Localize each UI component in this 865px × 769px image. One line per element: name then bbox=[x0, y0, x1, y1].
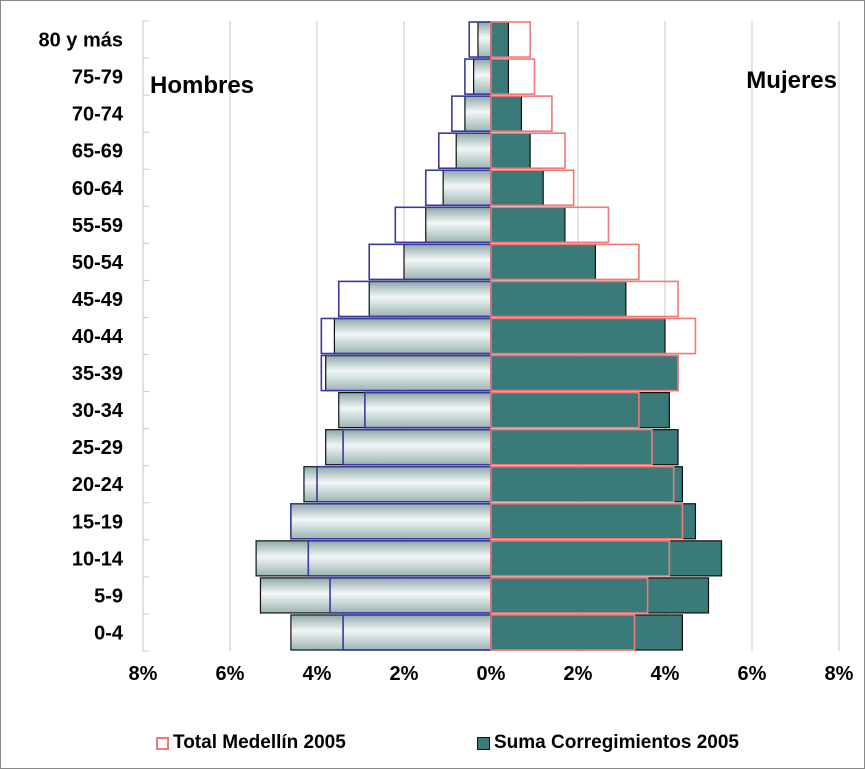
bar-suma-men bbox=[259, 577, 492, 614]
bar-suma-women bbox=[490, 317, 666, 355]
bar-suma-men bbox=[455, 132, 492, 169]
x-tick-label: 8% bbox=[129, 663, 158, 685]
bar-total-women bbox=[490, 280, 679, 318]
bar-total-women bbox=[490, 169, 575, 207]
y-tick-label: 20-24 bbox=[72, 474, 124, 496]
bar-suma-women bbox=[490, 21, 509, 58]
bar-suma-men bbox=[477, 21, 492, 58]
bar-total-women bbox=[490, 540, 671, 577]
x-tick-label: 4% bbox=[303, 663, 332, 685]
y-axis-labels: 0-4 5-9 10-14 15-19 20-24 25-29 30-34 35-39 40-4… bbox=[38, 30, 123, 645]
y-tick-label: 65-69 bbox=[72, 141, 123, 163]
bar-suma-women bbox=[490, 280, 627, 318]
bar-total-women bbox=[490, 21, 531, 58]
bar-suma-men bbox=[464, 95, 492, 132]
bar-suma-men bbox=[425, 206, 492, 243]
bar-suma-men bbox=[338, 391, 492, 429]
bar-total-women bbox=[490, 502, 684, 540]
bar-total-women bbox=[490, 465, 675, 503]
y-tick-label: 5-9 bbox=[94, 585, 123, 607]
bar-suma-women bbox=[490, 95, 523, 132]
bar-suma-women bbox=[490, 540, 723, 577]
bar-suma-women bbox=[490, 354, 679, 392]
y-tick-label: 55-59 bbox=[72, 215, 123, 237]
legend: Total Medellín 2005 Suma Corregimientos … bbox=[1, 732, 865, 766]
x-tick-label: 2% bbox=[564, 663, 593, 685]
y-tick-label: 30-34 bbox=[72, 400, 124, 422]
bar-suma-women bbox=[490, 503, 697, 540]
legend-item-suma: Suma Corregimientos 2005 bbox=[477, 732, 739, 754]
y-tick-label: 80 y más bbox=[38, 30, 123, 52]
bar-suma-men bbox=[325, 354, 492, 392]
bar-suma-men bbox=[290, 503, 492, 540]
x-tick-label: 2% bbox=[390, 663, 419, 685]
legend-swatch-total bbox=[156, 736, 169, 750]
bar-suma-women bbox=[490, 391, 670, 429]
y-tick-label: 70-74 bbox=[72, 104, 124, 126]
bar-suma-men bbox=[255, 540, 492, 577]
y-tick-label: 0-4 bbox=[94, 622, 124, 644]
bar-total-women bbox=[490, 391, 640, 429]
bar-suma-women bbox=[490, 132, 531, 169]
bar-total-women bbox=[490, 428, 653, 466]
legend-item-total: Total Medellín 2005 bbox=[156, 732, 346, 754]
bar-total-women bbox=[490, 58, 536, 95]
bar-suma-men bbox=[303, 466, 492, 503]
bar-total-women bbox=[490, 132, 566, 170]
bar-suma-men bbox=[473, 58, 492, 95]
bar-suma-men bbox=[325, 429, 492, 466]
y-tick-label: 50-54 bbox=[72, 252, 124, 274]
y-tick-label: 45-49 bbox=[72, 289, 123, 311]
x-tick-label: 6% bbox=[738, 663, 767, 685]
bar-total-women bbox=[490, 614, 636, 651]
y-tick-label: 40-44 bbox=[72, 326, 124, 348]
legend-label-suma: Suma Corregimientos 2005 bbox=[494, 732, 739, 753]
x-tick-label: 0% bbox=[477, 663, 506, 685]
y-tick-label: 60-64 bbox=[72, 178, 124, 200]
y-tick-label: 25-29 bbox=[72, 437, 123, 459]
bar-suma-women bbox=[490, 466, 683, 503]
bar-suma-women bbox=[490, 58, 509, 95]
bar-total-women bbox=[490, 354, 679, 392]
y-tick-label: 10-14 bbox=[72, 548, 124, 570]
bar-total-women bbox=[490, 206, 610, 244]
legend-label-total: Total Medellín 2005 bbox=[173, 732, 346, 753]
legend-swatch-suma bbox=[477, 736, 490, 750]
bar-total-women bbox=[490, 317, 697, 355]
x-tick-label: 8% bbox=[825, 663, 854, 685]
bar-suma-men bbox=[403, 243, 492, 281]
bar-suma-women bbox=[490, 169, 544, 206]
bar-suma-men bbox=[442, 169, 492, 206]
bar-suma-women bbox=[490, 206, 566, 243]
y-tick-label: 35-39 bbox=[72, 363, 123, 385]
bar-total-women bbox=[490, 95, 553, 132]
bar-suma-women bbox=[490, 429, 679, 466]
bars-layer bbox=[255, 21, 723, 651]
population-pyramid-chart: 0-4 5-9 10-14 15-19 20-24 25-29 30-34 35-39 40-4… bbox=[38, 20, 854, 685]
bar-total-women bbox=[490, 243, 640, 281]
x-tick-label: 6% bbox=[216, 663, 245, 685]
bar-suma-men bbox=[333, 317, 492, 355]
bar-total-women bbox=[490, 577, 649, 614]
bar-suma-women bbox=[490, 614, 683, 651]
bar-suma-men bbox=[290, 614, 492, 651]
bar-suma-men bbox=[368, 280, 492, 318]
bar-suma-women bbox=[490, 243, 597, 281]
x-tick-label: 4% bbox=[651, 663, 680, 685]
left-side-label: Hombres bbox=[150, 72, 254, 99]
y-tick-label: 75-79 bbox=[72, 67, 123, 89]
y-tick-label: 15-19 bbox=[72, 511, 123, 533]
right-side-label: Mujeres bbox=[746, 67, 837, 94]
bar-suma-women bbox=[490, 577, 710, 614]
x-axis-labels: 8% 6% 4% 2% 0% 2% 4% 6% 8% bbox=[129, 663, 854, 685]
